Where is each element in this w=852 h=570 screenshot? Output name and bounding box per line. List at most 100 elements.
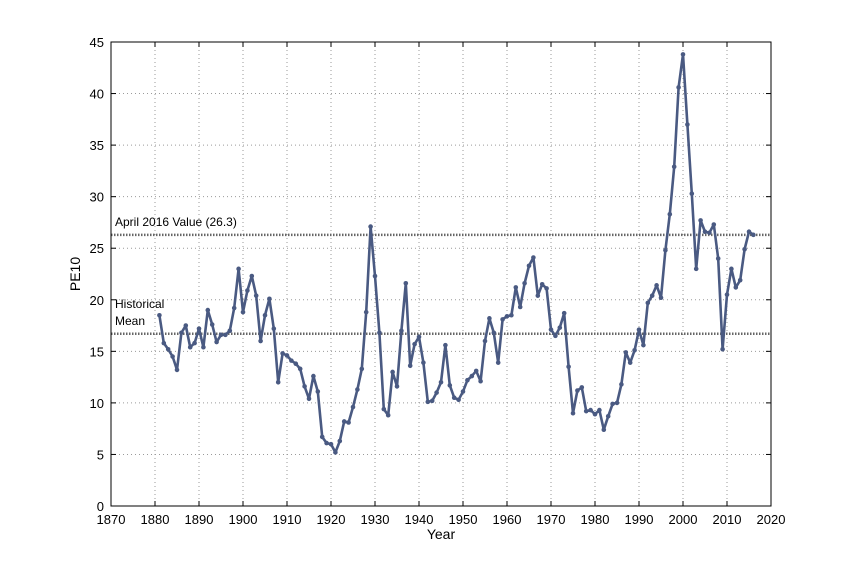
data-point xyxy=(544,286,549,291)
data-point xyxy=(671,164,677,170)
data-point xyxy=(289,358,294,363)
y-tick-label: 40 xyxy=(90,87,104,102)
data-point xyxy=(341,419,347,424)
data-point xyxy=(324,440,329,446)
data-point xyxy=(315,389,321,394)
x-tick-label: 1890 xyxy=(185,512,214,527)
data-point xyxy=(707,230,712,236)
y-axis-label: PE10 xyxy=(67,257,83,291)
data-point xyxy=(302,384,307,389)
data-point xyxy=(689,191,695,196)
reference-label: Historical xyxy=(115,297,164,311)
data-point xyxy=(575,388,580,393)
data-point xyxy=(165,346,171,352)
data-point xyxy=(231,305,237,311)
data-point xyxy=(491,330,497,336)
data-point xyxy=(381,406,387,412)
y-tick-label: 25 xyxy=(90,241,104,256)
data-point xyxy=(350,404,356,410)
x-tick-label: 1900 xyxy=(229,512,258,527)
data-point xyxy=(729,266,734,272)
axis-ticks xyxy=(110,41,772,507)
data-point xyxy=(495,360,501,365)
x-tick-label: 1970 xyxy=(537,512,566,527)
data-point xyxy=(333,450,338,455)
reference-label: Mean xyxy=(115,314,145,328)
data-point xyxy=(623,350,629,355)
data-point xyxy=(372,273,378,279)
data-point xyxy=(271,326,277,331)
data-point xyxy=(517,304,523,310)
data-point xyxy=(236,266,241,272)
data-point xyxy=(561,310,567,316)
data-point xyxy=(355,387,360,392)
y-tick-label: 20 xyxy=(90,293,104,308)
data-point xyxy=(451,395,457,401)
data-point xyxy=(478,378,483,384)
x-tick-label: 1870 xyxy=(97,512,126,527)
x-tick-label: 1920 xyxy=(317,512,346,527)
data-point xyxy=(284,353,290,358)
data-point xyxy=(359,366,365,372)
data-point xyxy=(500,317,505,322)
data-point xyxy=(214,339,219,345)
x-tick-label: 2020 xyxy=(757,512,786,527)
data-point xyxy=(297,366,303,372)
data-point xyxy=(469,373,475,379)
x-tick-label: 2000 xyxy=(669,512,698,527)
data-point xyxy=(698,218,703,223)
data-point xyxy=(685,122,690,127)
data-point xyxy=(377,330,382,336)
data-point xyxy=(724,292,730,297)
x-tick-label: 2010 xyxy=(713,512,742,527)
data-point xyxy=(275,379,281,385)
data-point xyxy=(407,363,413,369)
data-point xyxy=(570,410,576,416)
data-point xyxy=(174,367,180,373)
data-point xyxy=(632,348,637,353)
data-point xyxy=(658,295,664,301)
data-point xyxy=(196,326,202,331)
data-point xyxy=(258,338,263,344)
data-point xyxy=(280,351,285,356)
data-point xyxy=(553,333,558,339)
data-point xyxy=(513,285,519,290)
data-point xyxy=(311,373,316,379)
data-point xyxy=(412,341,417,347)
plot-series xyxy=(157,52,756,455)
x-tick-label: 1930 xyxy=(361,512,390,527)
data-point xyxy=(526,263,532,269)
data-point xyxy=(187,344,193,350)
reference-lines xyxy=(111,233,771,336)
x-tick-label: 1940 xyxy=(405,512,434,527)
data-point xyxy=(733,285,739,290)
data-point xyxy=(522,280,527,286)
data-point xyxy=(663,247,668,253)
data-point xyxy=(157,312,162,318)
x-tick-label: 1980 xyxy=(581,512,610,527)
data-point xyxy=(170,354,175,359)
data-point xyxy=(456,397,461,403)
data-point xyxy=(601,427,607,432)
data-point xyxy=(385,412,391,418)
data-point xyxy=(605,413,611,419)
reference-label: April 2016 Value (26.3) xyxy=(115,215,237,229)
data-point xyxy=(597,407,602,413)
data-point xyxy=(240,309,246,315)
data-point xyxy=(654,283,659,288)
data-point xyxy=(249,273,255,279)
data-point xyxy=(346,420,351,425)
x-tick-label: 1950 xyxy=(449,512,478,527)
data-point xyxy=(293,361,299,367)
data-point xyxy=(641,342,646,348)
data-point xyxy=(645,300,651,306)
data-point xyxy=(720,346,725,352)
data-point xyxy=(223,332,228,338)
data-point xyxy=(742,246,747,252)
data-point xyxy=(473,368,479,374)
y-tick-label: 5 xyxy=(97,447,104,462)
data-point xyxy=(368,224,373,229)
data-point xyxy=(429,398,435,404)
annotations: April 2016 Value (26.3) Historical Mean xyxy=(115,215,237,328)
x-tick-label: 1880 xyxy=(141,512,170,527)
